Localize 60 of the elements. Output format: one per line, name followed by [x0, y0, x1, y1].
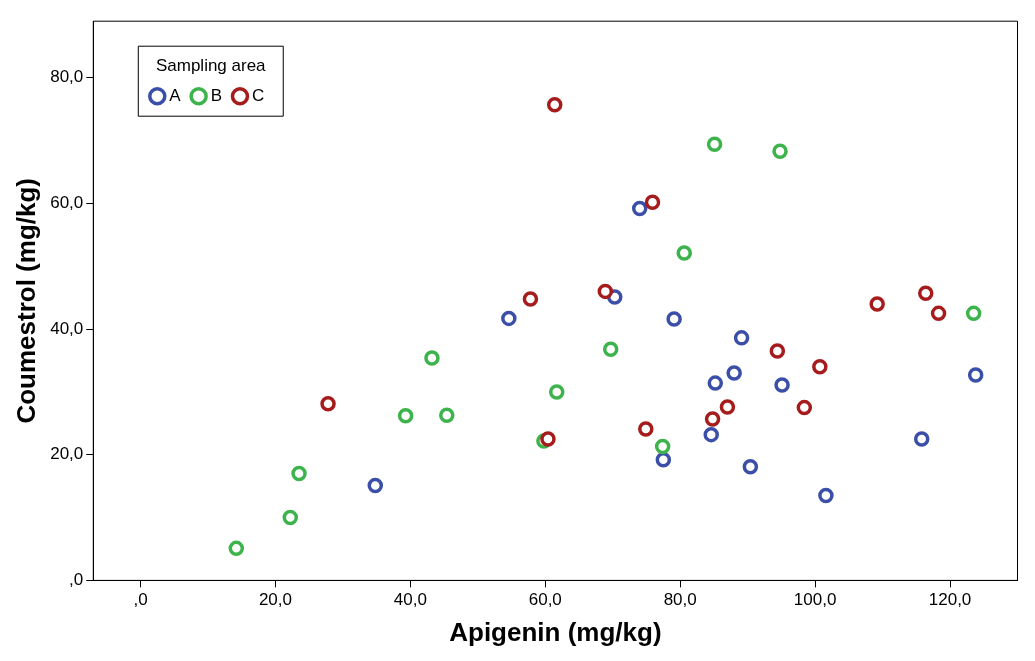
legend-label: A [169, 85, 182, 105]
legend-label: C [251, 85, 265, 105]
y-tick-label: 20,0 [50, 444, 84, 464]
point [397, 408, 414, 424]
y-tick-label: ,0 [69, 570, 84, 590]
point [540, 431, 556, 447]
point [726, 365, 742, 381]
point [282, 509, 299, 526]
point [638, 421, 654, 437]
point [631, 200, 648, 217]
point [546, 97, 563, 113]
point [548, 384, 565, 400]
point [965, 305, 982, 322]
point [796, 399, 813, 416]
point [367, 477, 384, 494]
x-tick-label: 40,0 [393, 590, 427, 610]
x-axis-title: Apigenin (mg/kg) [449, 616, 662, 647]
point [918, 285, 934, 302]
point [644, 194, 661, 210]
y-tick-label: 80,0 [50, 67, 84, 87]
point [424, 350, 440, 366]
point [597, 283, 614, 300]
point [818, 487, 834, 504]
x-tick-label: ,0 [133, 590, 148, 610]
point [719, 399, 736, 415]
x-tick-label: 20,0 [258, 590, 292, 610]
point [703, 426, 719, 443]
point [742, 458, 759, 475]
x-tick-label: 100,0 [793, 590, 837, 610]
x-tick-label: 60,0 [528, 590, 562, 610]
x-tick-label: 80,0 [663, 590, 697, 610]
point [228, 540, 245, 557]
legend-title: Sampling area [155, 55, 267, 75]
point [666, 311, 682, 327]
point [913, 431, 930, 447]
y-tick-label: 40,0 [50, 318, 84, 338]
y-tick-label: 60,0 [50, 193, 84, 213]
point [707, 375, 724, 391]
y-axis-title: Coumestrol (mg/kg) [10, 178, 41, 424]
point [439, 407, 455, 423]
point [602, 341, 619, 357]
point [930, 305, 947, 322]
point [676, 245, 692, 261]
point [967, 367, 984, 383]
point [654, 438, 671, 455]
point [522, 291, 539, 307]
point [774, 377, 790, 393]
point [706, 136, 723, 153]
point [769, 343, 786, 359]
point [655, 452, 672, 468]
x-tick-label: 120,0 [928, 590, 972, 610]
point [501, 310, 517, 327]
point [291, 465, 307, 482]
point [320, 396, 336, 412]
point [772, 143, 788, 160]
point [733, 330, 750, 346]
point [812, 359, 828, 375]
point [704, 411, 721, 427]
point [869, 296, 885, 312]
legend-label: B [210, 85, 222, 105]
